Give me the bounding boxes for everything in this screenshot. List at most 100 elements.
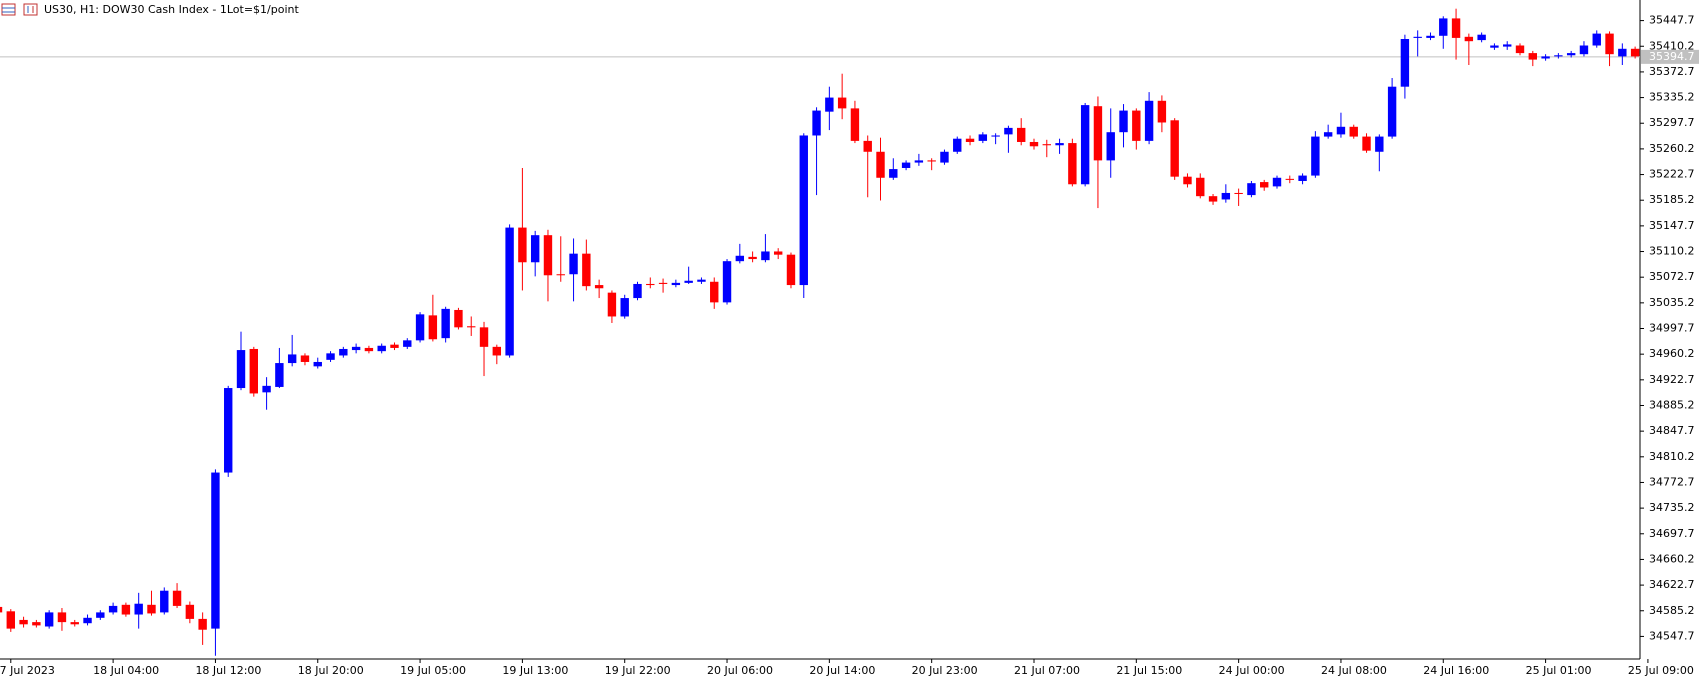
candle-body <box>620 298 629 317</box>
candle-body <box>1426 35 1435 38</box>
x-tick-label: 21 Jul 07:00 <box>1014 664 1080 677</box>
candle-body <box>351 346 361 351</box>
candle-body <box>454 309 463 328</box>
candle-body <box>594 285 604 289</box>
candle-body <box>710 281 719 303</box>
candle-body <box>1541 56 1550 59</box>
candle-body <box>786 254 796 286</box>
candle-body <box>812 110 821 136</box>
y-tick-label: 34772.7 <box>1649 475 1695 488</box>
candle-body <box>761 251 770 261</box>
candle-body <box>889 169 898 178</box>
candle-body <box>147 604 156 614</box>
candle-body <box>556 274 565 276</box>
candle-body <box>837 97 847 109</box>
candle-body <box>185 604 195 619</box>
candle-body <box>633 283 642 299</box>
y-tick-label: 35035.2 <box>1649 296 1695 309</box>
candle-body <box>1157 100 1167 123</box>
candle-body <box>300 355 310 362</box>
y-tick-label: 34847.7 <box>1649 424 1695 437</box>
candle-body <box>1618 48 1627 57</box>
candle-body <box>991 135 1000 137</box>
y-tick-label: 35222.7 <box>1649 168 1695 181</box>
candle-body <box>505 227 514 356</box>
candle-body <box>1592 33 1601 46</box>
candle-body <box>748 256 757 260</box>
candle-body <box>773 251 783 255</box>
candle-body <box>6 611 15 629</box>
candle-body <box>32 622 41 626</box>
candle-body <box>1029 141 1039 147</box>
x-tick-label: 25 Jul 01:00 <box>1526 664 1592 677</box>
candle-body <box>1247 183 1256 196</box>
candle-body <box>530 235 540 263</box>
candle-body <box>1349 126 1358 137</box>
candle-body <box>1183 176 1192 185</box>
candle-body <box>1093 106 1103 161</box>
candle-body <box>1004 127 1013 135</box>
candle-body <box>722 261 732 303</box>
x-tick-label: 24 Jul 00:00 <box>1219 664 1285 677</box>
candle-body <box>287 354 297 364</box>
x-tick-label: 21 Jul 15:00 <box>1116 664 1182 677</box>
candle-body <box>198 618 207 630</box>
candle-body <box>1208 196 1218 202</box>
y-tick-label: 35110.2 <box>1649 245 1695 258</box>
x-tick-label: 18 Jul 12:00 <box>195 664 261 677</box>
candle-body <box>441 308 450 339</box>
candle-body <box>275 363 284 387</box>
candle-body <box>671 282 681 286</box>
candle-body <box>978 134 988 141</box>
candle-body <box>953 138 962 152</box>
candle-body <box>1375 136 1384 152</box>
candle-body <box>1106 132 1115 161</box>
y-tick-label: 34622.7 <box>1649 578 1695 591</box>
candle-body <box>876 151 885 178</box>
candle-body <box>134 603 143 615</box>
candle-body <box>1503 44 1512 47</box>
y-tick-label: 34885.2 <box>1649 398 1695 411</box>
candle-body <box>1068 143 1077 185</box>
candle-body <box>211 472 220 629</box>
candle-body <box>108 605 118 613</box>
candle-body <box>1630 48 1640 57</box>
price-label: 35394.7 <box>1649 50 1695 63</box>
candle-body <box>1490 45 1499 48</box>
candle-body <box>390 344 399 348</box>
x-tick-label: 25 Jul 09:00 <box>1628 664 1694 677</box>
y-tick-label: 34697.7 <box>1649 527 1695 540</box>
icon-grid <box>1 3 16 16</box>
candle-body <box>607 292 617 317</box>
candle-body <box>518 227 527 263</box>
candle-body <box>1323 132 1333 137</box>
candle-body <box>1464 36 1474 42</box>
candle-body <box>901 162 911 168</box>
x-tick-label: 24 Jul 16:00 <box>1423 664 1489 677</box>
x-tick-label: 18 Jul 20:00 <box>298 664 364 677</box>
candle-body <box>1298 175 1307 181</box>
candle-body <box>1413 36 1422 38</box>
candle-body <box>1311 136 1320 176</box>
candle-body <box>1170 120 1179 177</box>
candle-body <box>1272 177 1282 187</box>
icon-chart <box>23 3 38 16</box>
y-tick-label: 34810.2 <box>1649 450 1695 463</box>
candle-body <box>1336 126 1346 135</box>
x-tick-label: 20 Jul 14:00 <box>809 664 875 677</box>
candle-body <box>83 617 92 624</box>
candle-body <box>850 108 860 141</box>
candle-body <box>1285 178 1294 180</box>
candle-body <box>1362 136 1371 151</box>
y-tick-label: 35335.2 <box>1649 91 1695 104</box>
x-tick-label: 19 Jul 22:00 <box>605 664 671 677</box>
candle-body <box>364 347 374 352</box>
candle-body <box>1515 45 1525 54</box>
candle-body <box>1605 33 1614 55</box>
candle-body <box>479 327 489 347</box>
candle-body <box>1042 144 1051 146</box>
y-tick-label: 34960.2 <box>1649 347 1695 360</box>
